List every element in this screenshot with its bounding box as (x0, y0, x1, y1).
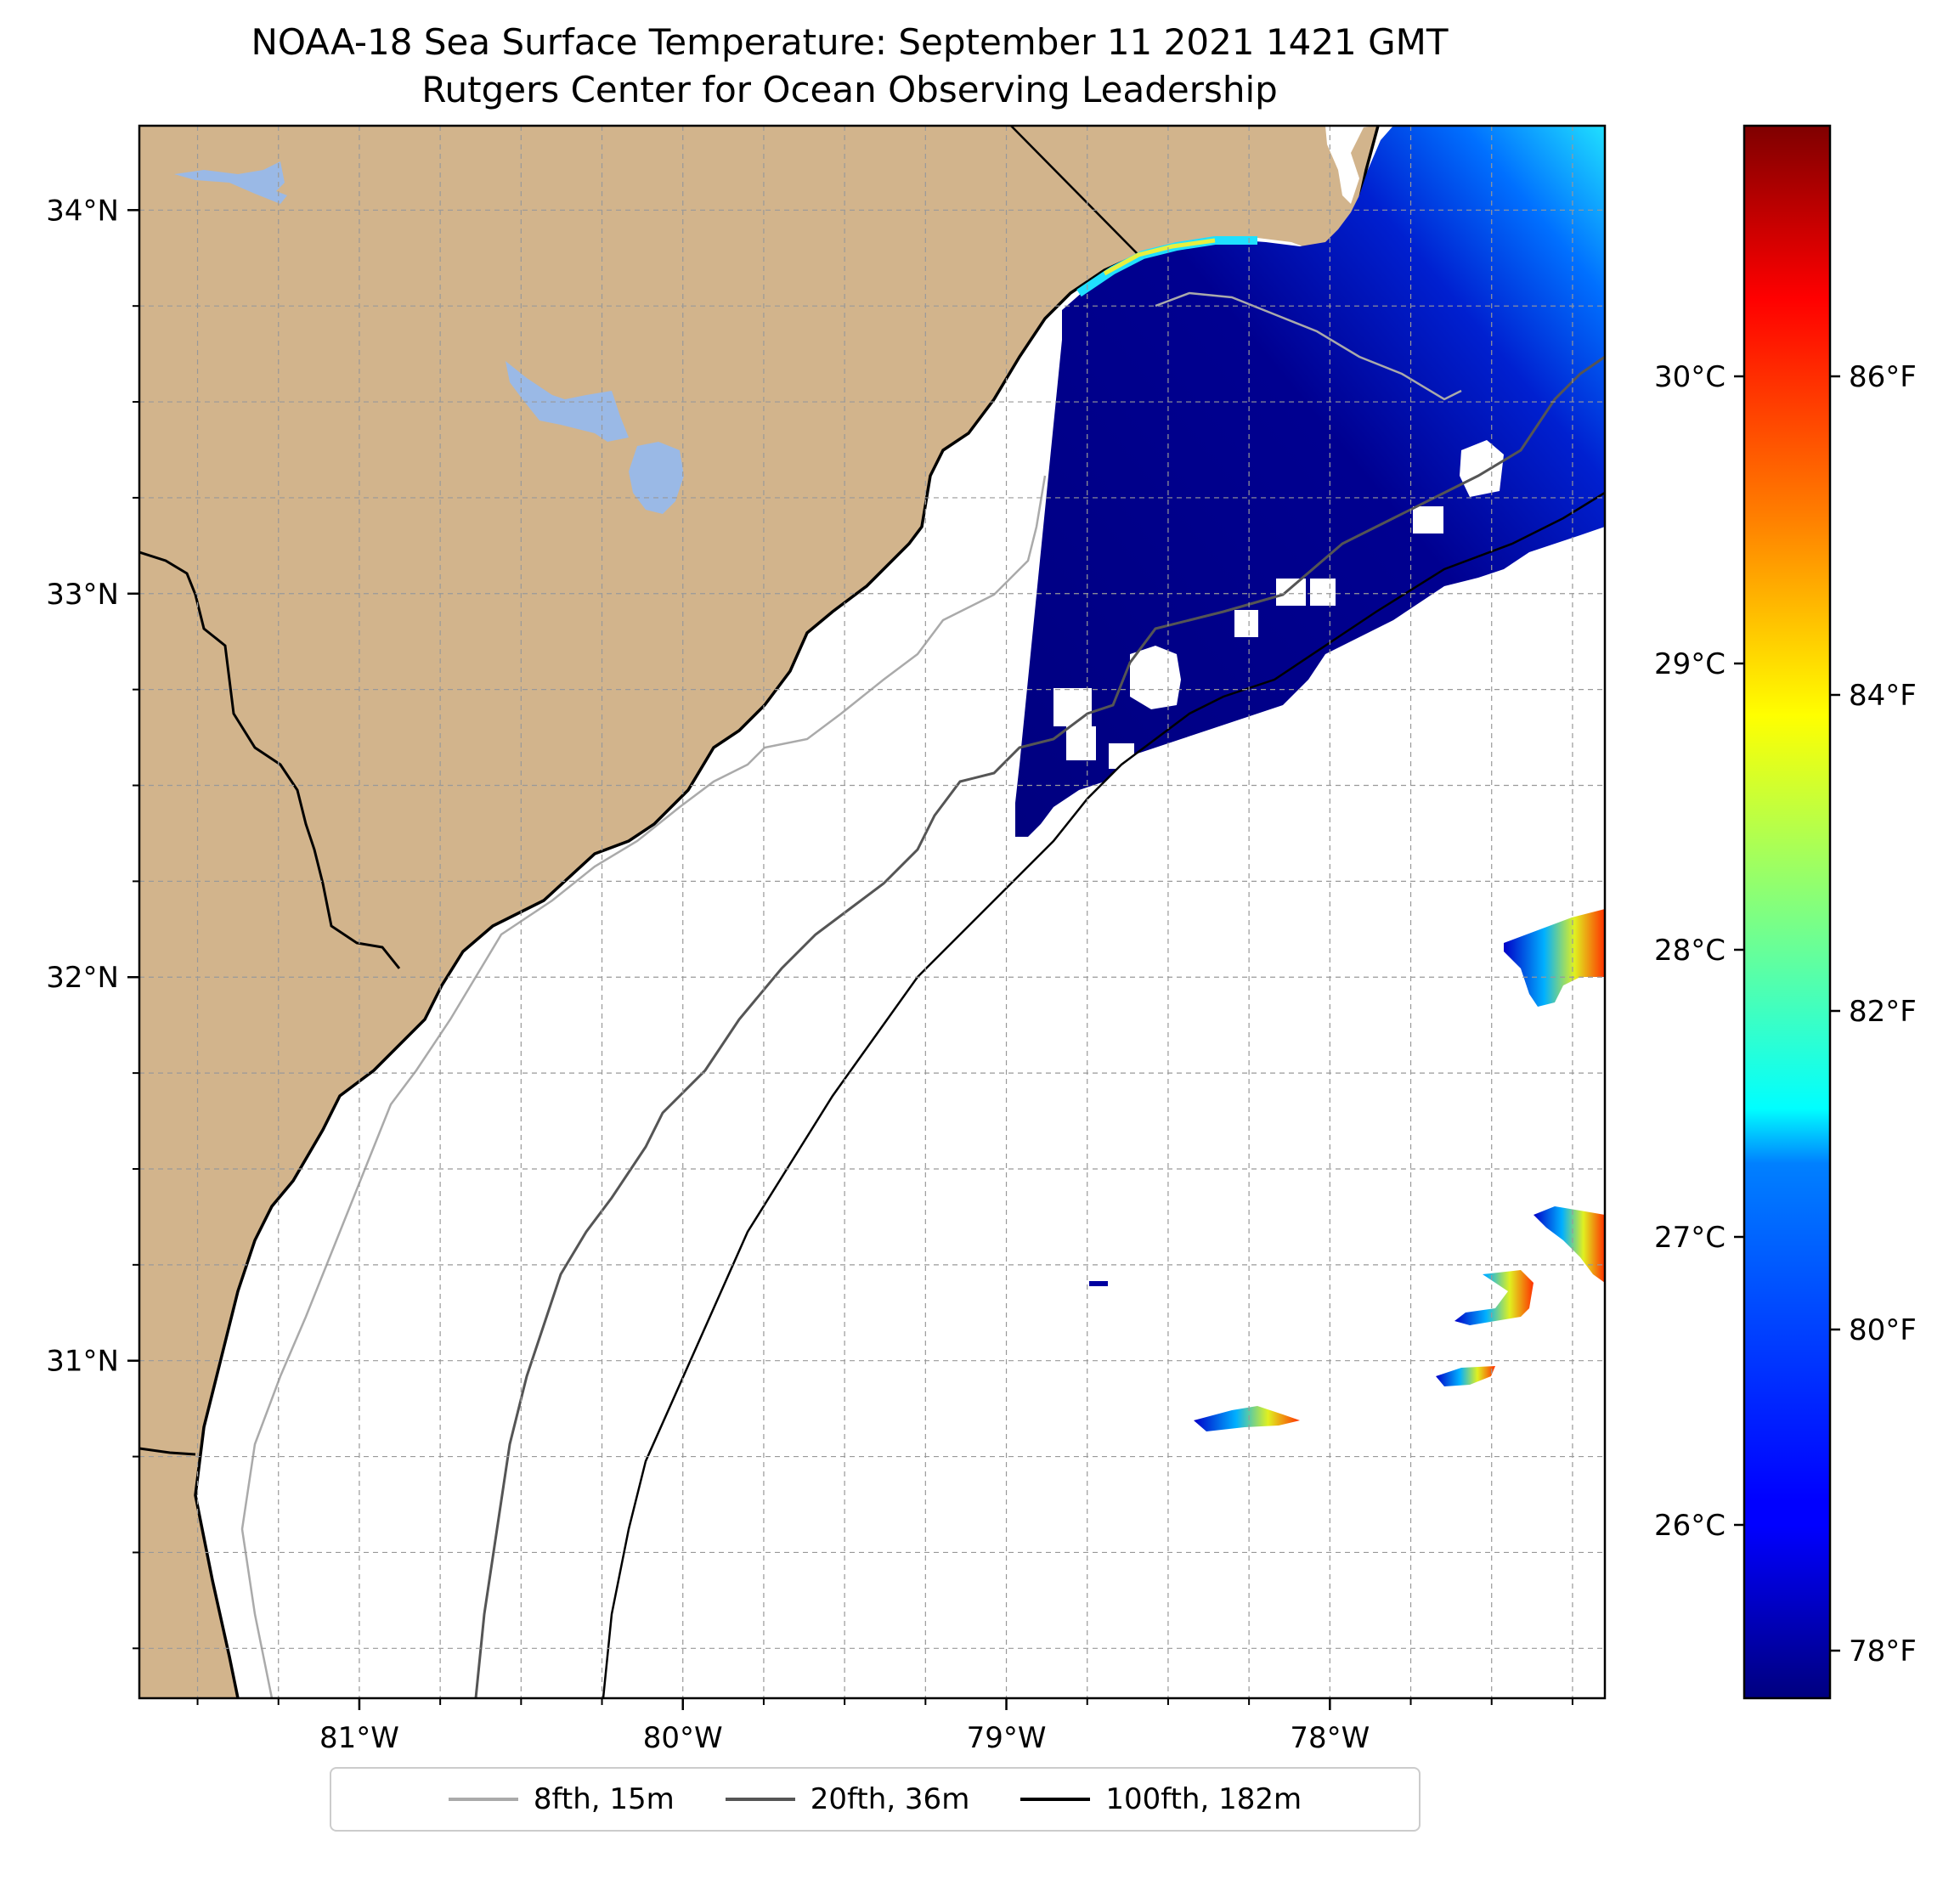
gridlines (139, 126, 1605, 1698)
sst-blob (1089, 1281, 1108, 1286)
fahrenheit-tick-label: 78°F (1849, 1634, 1917, 1668)
lake-3 (629, 442, 684, 514)
legend-item: 8fth, 15m (448, 1782, 675, 1816)
title-line-1: NOAA-18 Sea Surface Temperature: Septemb… (251, 21, 1449, 63)
celsius-tick-label: 27°C (1654, 1221, 1726, 1255)
ga-fl-border (139, 1447, 196, 1456)
lon-tick-label: 80°W (643, 1721, 723, 1755)
cloud-gap (1460, 440, 1504, 497)
cloud-gap (1053, 688, 1092, 726)
legend-line-swatch (448, 1798, 518, 1801)
legend-item: 20fth, 36m (725, 1782, 970, 1816)
isobath-legend: 8fth, 15m 20fth, 36m 100fth, 182m (330, 1767, 1421, 1832)
legend-line-swatch (1020, 1798, 1091, 1801)
lon-tick-label: 78°W (1290, 1721, 1370, 1755)
cloud-gaps (1053, 440, 1504, 769)
sst-blob (1504, 909, 1605, 1007)
title-line-2: Rutgers Center for Ocean Observing Leade… (421, 69, 1278, 110)
sst-blob (1534, 1206, 1605, 1283)
fahrenheit-tick-label: 84°F (1849, 679, 1917, 713)
isobath-100fth (602, 491, 1605, 1698)
colorbar-fahrenheit-ticks: 86°F 84°F 82°F 80°F 78°F (1830, 360, 1917, 1668)
cloud-gap (1310, 579, 1336, 606)
map-axes: 81°W 80°W 79°W 78°W 34°N 33°N 32°N 31°N (46, 194, 1573, 1755)
isobath-8fth-inner (1155, 291, 1462, 401)
isobath-20fth (474, 355, 1605, 1698)
legend-line-swatch (725, 1798, 795, 1801)
sst-blob (1436, 1366, 1495, 1386)
map-area (139, 126, 1605, 1698)
sst-coastal-warm-2 (1103, 238, 1216, 276)
fahrenheit-tick-label: 82°F (1849, 995, 1917, 1029)
fahrenheit-tick-label: 80°F (1849, 1313, 1917, 1347)
state-border (139, 550, 401, 969)
chart-title: NOAA-18 Sea Surface Temperature: Septemb… (0, 19, 1699, 114)
colorbar-celsius-ticks: 30°C 29°C 28°C 27°C 26°C (1654, 360, 1744, 1543)
lat-tick-label: 33°N (46, 578, 119, 612)
land (139, 126, 1378, 1698)
lake-2 (506, 361, 629, 442)
cloud-gap (1130, 646, 1181, 709)
celsius-tick-label: 29°C (1654, 647, 1726, 681)
celsius-tick-label: 30°C (1654, 360, 1726, 394)
lat-tick-label: 32°N (46, 961, 119, 995)
cloud-gap (1066, 726, 1096, 760)
legend-label: 20fth, 36m (810, 1782, 970, 1816)
sst-blob (1454, 1270, 1534, 1325)
lon-tick-label: 79°W (967, 1721, 1047, 1755)
lon-tick-label: 81°W (319, 1721, 399, 1755)
legend-label: 8fth, 15m (533, 1782, 675, 1816)
fahrenheit-tick-label: 86°F (1849, 360, 1917, 394)
isobath-8fth (240, 475, 1047, 1698)
lat-tick-label: 34°N (46, 194, 119, 228)
lake-1 (174, 161, 287, 204)
celsius-tick-label: 28°C (1654, 934, 1726, 968)
cloud-gap (1276, 579, 1306, 606)
legend-label: 100fth, 182m (1105, 1782, 1302, 1816)
legend-item: 100fth, 182m (1020, 1782, 1302, 1816)
cloud-gap (1413, 506, 1443, 534)
lat-tick-label: 31°N (46, 1345, 119, 1379)
colorbar (1743, 124, 1832, 1700)
cloud-gap (1234, 610, 1258, 637)
nc-sc-border (1010, 126, 1139, 256)
sst-blob (1194, 1406, 1300, 1431)
celsius-tick-label: 26°C (1654, 1509, 1726, 1543)
map-frame (138, 124, 1607, 1700)
